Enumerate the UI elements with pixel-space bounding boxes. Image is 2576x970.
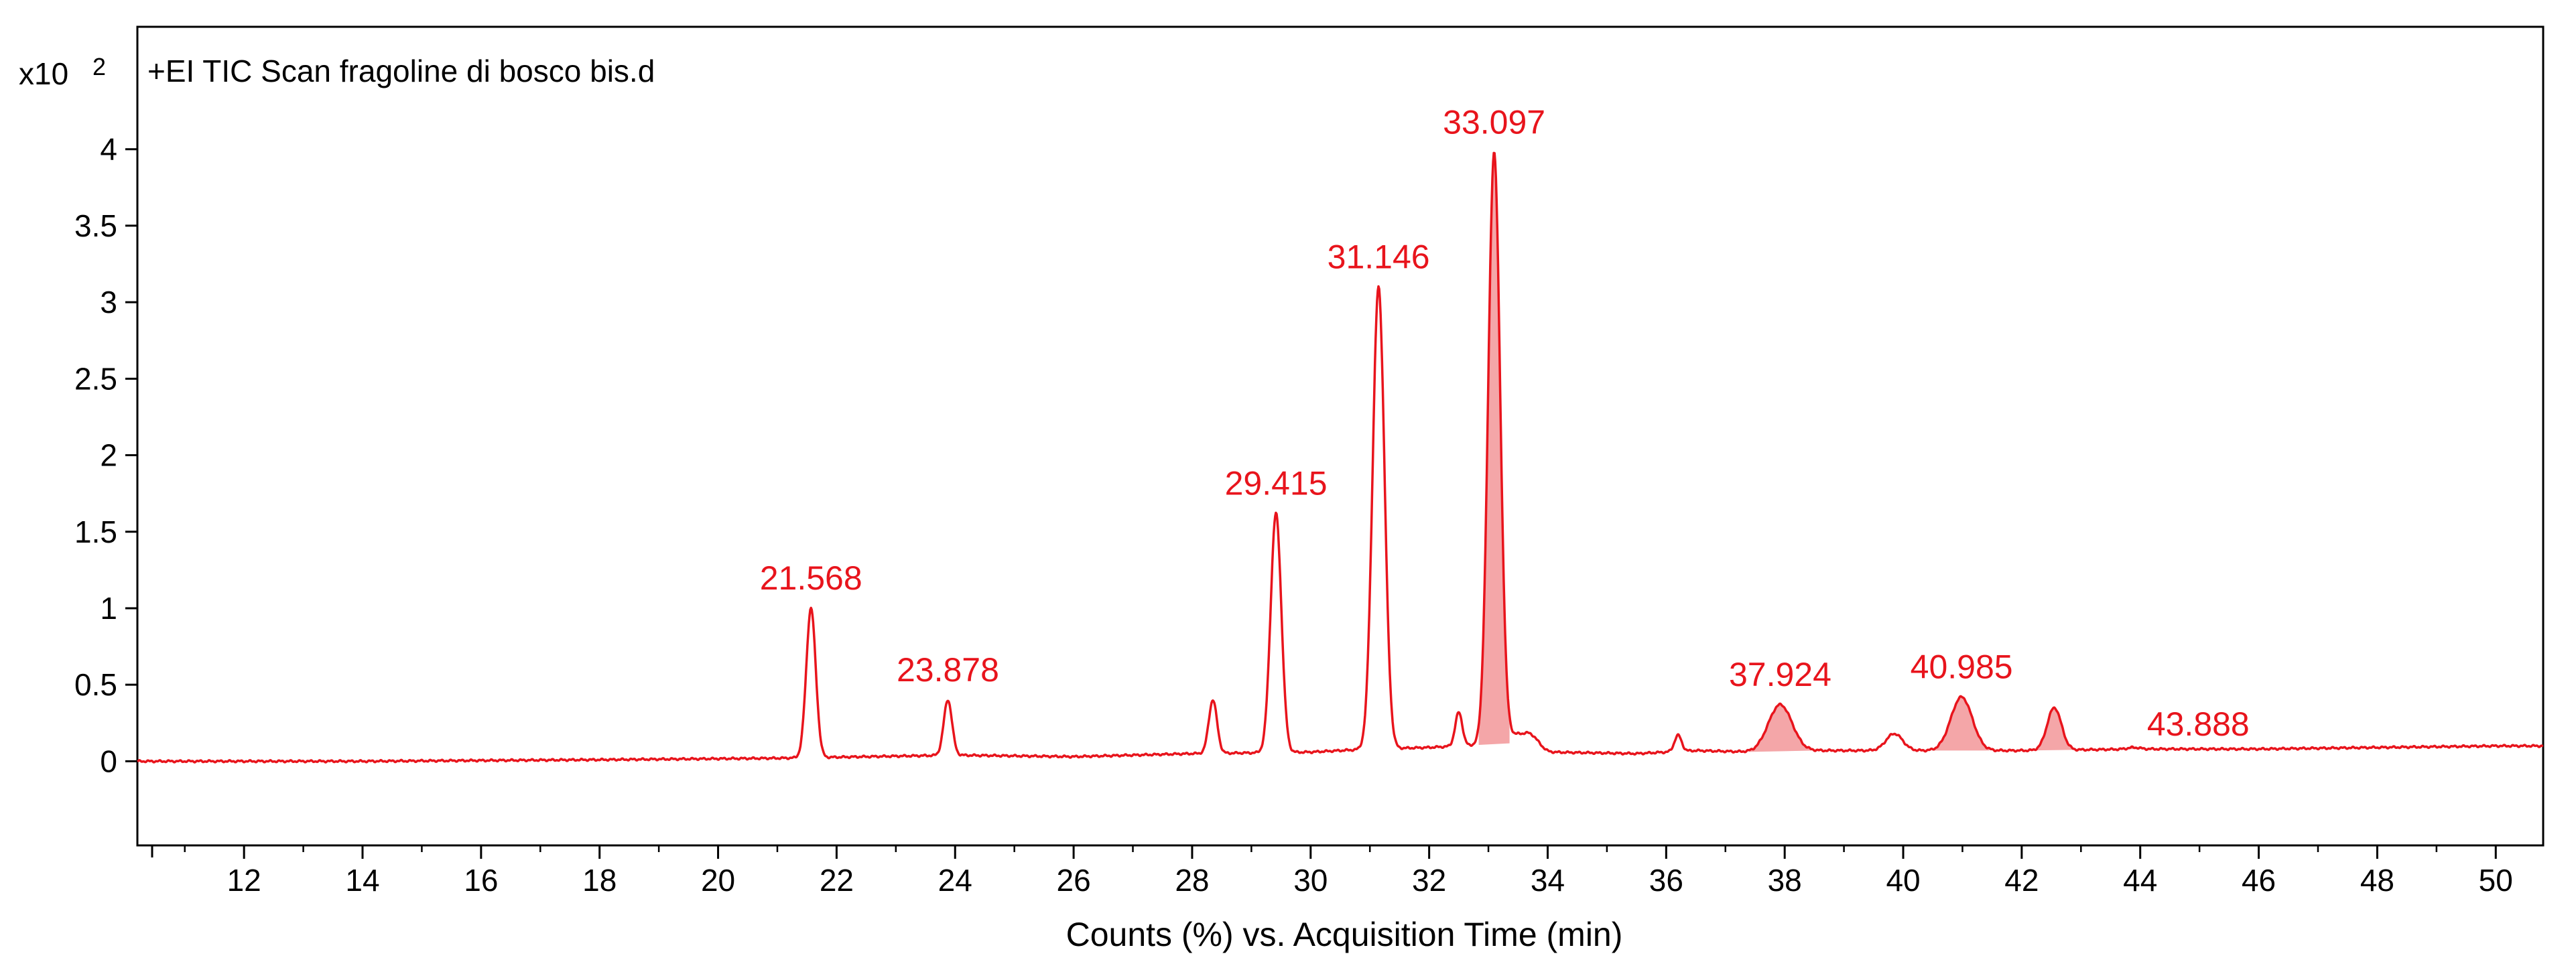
x-tick-label: 26 <box>1057 863 1091 898</box>
x-tick-label: 18 <box>582 863 617 898</box>
x-tick-label: 40 <box>1886 863 1920 898</box>
y-tick-label: 0 <box>100 744 117 778</box>
x-tick-label: 34 <box>1531 863 1565 898</box>
peak-labels: 21.568 23.878 29.415 31.146 33.097 37.924 40.9… <box>760 103 2250 743</box>
peak-label: 31.146 <box>1328 238 1430 275</box>
x-axis: 12 14 16 18 20 22 24 26 28 30 32 34 36 38 40 42 44 46 48 50 <box>151 845 2513 898</box>
peak-label: 23.878 <box>897 651 999 689</box>
peak-label: 29.415 <box>1225 464 1328 502</box>
y-tick-label: 2.5 <box>74 361 117 396</box>
peak-fill-area <box>1933 696 1990 751</box>
x-tick-label: 32 <box>1412 863 1446 898</box>
peak-label: 40.985 <box>1911 648 2013 685</box>
x-tick-label: 12 <box>227 863 261 898</box>
x-tick-label: 36 <box>1649 863 1683 898</box>
y-multiplier-label: x10 <box>19 56 68 91</box>
x-tick-label: 14 <box>345 863 379 898</box>
x-tick-label: 42 <box>2004 863 2039 898</box>
peak-label: 43.888 <box>2147 705 2250 743</box>
y-tick-label: 2 <box>100 438 117 473</box>
x-tick-label: 50 <box>2479 863 2513 898</box>
peak-fills <box>1478 151 2149 752</box>
y-tick-label: 3.5 <box>74 208 117 243</box>
y-multiplier-exponent: 2 <box>92 53 106 80</box>
x-tick-label: 30 <box>1293 863 1328 898</box>
peak-label: 33.097 <box>1443 103 1545 141</box>
x-tick-label: 38 <box>1768 863 1802 898</box>
chart-title: +EI TIC Scan fragoline di bosco bis.d <box>147 54 655 88</box>
y-tick-label: 1 <box>100 591 117 626</box>
x-tick-label: 48 <box>2360 863 2394 898</box>
y-tick-label: 1.5 <box>74 514 117 549</box>
x-axis-title: Counts (%) vs. Acquisition Time (min) <box>1066 916 1623 953</box>
x-tick-label: 20 <box>701 863 735 898</box>
y-multiplier: x10 2 <box>19 53 106 91</box>
peak-fill-area <box>1749 703 1811 752</box>
x-tick-label: 46 <box>2242 863 2276 898</box>
x-tick-label: 44 <box>2123 863 2157 898</box>
y-tick-label: 3 <box>100 285 117 320</box>
x-tick-label: 22 <box>820 863 854 898</box>
x-tick-label: 28 <box>1175 863 1209 898</box>
y-tick-label: 4 <box>100 132 117 167</box>
x-tick-label: 16 <box>464 863 498 898</box>
plot-frame <box>136 25 2545 847</box>
y-tick-label: 0.5 <box>74 667 117 702</box>
peak-fill-area <box>1478 151 1510 745</box>
peak-label: 21.568 <box>760 559 862 597</box>
peak-label: 37.924 <box>1729 656 1831 693</box>
x-tick-label: 24 <box>938 863 972 898</box>
peak-fill-area <box>2035 707 2073 751</box>
tic-trace <box>137 151 2544 764</box>
y-axis: 0 0.5 1 1.5 2 2.5 3 3.5 4 <box>74 132 137 778</box>
